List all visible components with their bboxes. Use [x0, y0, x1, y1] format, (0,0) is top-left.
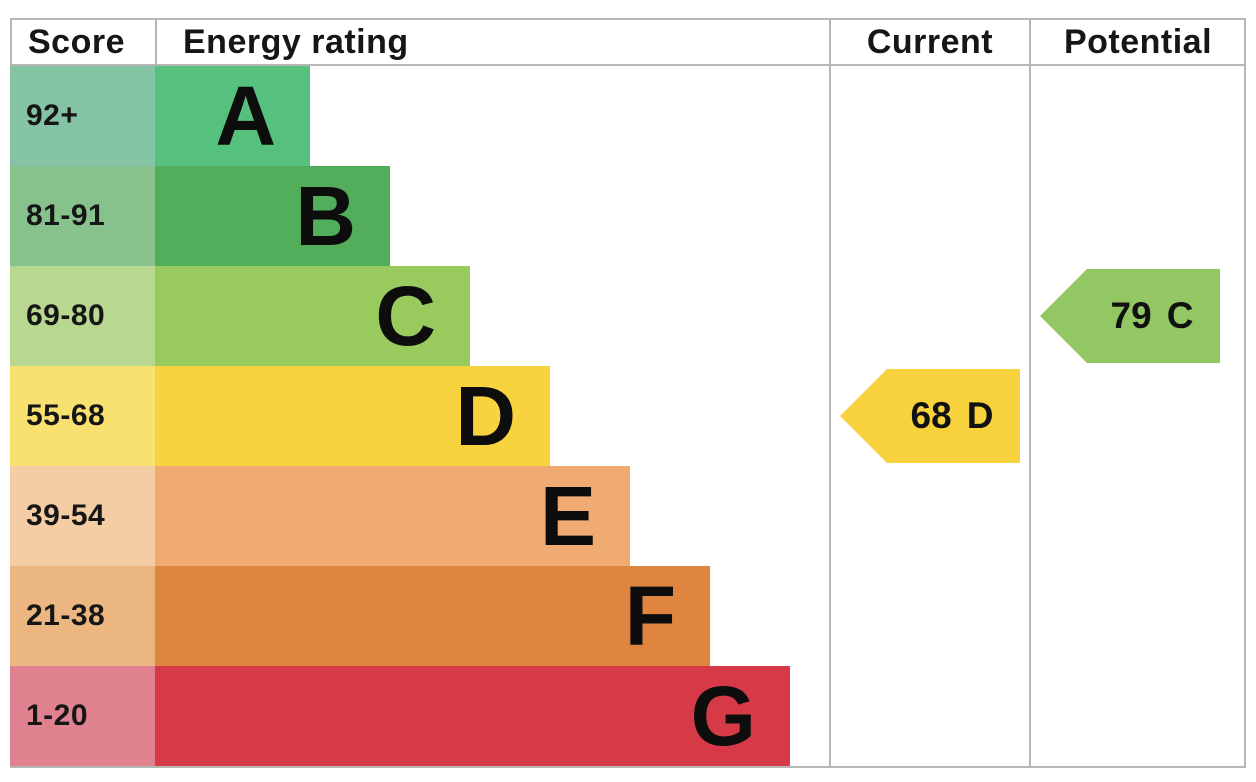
score-range-d: 55-68 [10, 366, 155, 466]
band-row-c: 69-80 C [10, 266, 1246, 366]
score-range-e: 39-54 [10, 466, 155, 566]
band-row-g: 1-20 G [10, 666, 1246, 766]
potential-rating-value: 79 [1110, 295, 1152, 336]
potential-column-divider [1029, 18, 1031, 768]
band-letter-a: A [215, 69, 276, 163]
band-row-a: 92+ A [10, 66, 1246, 166]
band-bar-b: B [155, 166, 390, 266]
band-bar-g: G [155, 666, 790, 766]
header-potential: Potential [1063, 22, 1213, 61]
score-range-a: 92+ [10, 66, 155, 166]
band-letter-e: E [539, 469, 596, 563]
band-letter-c: C [375, 269, 436, 363]
current-column-divider [829, 18, 831, 768]
band-letter-d: D [455, 369, 516, 463]
score-range-f: 21-38 [10, 566, 155, 666]
header-current: Current [866, 22, 994, 61]
header-bottom-border [10, 64, 1246, 66]
band-row-e: 39-54 E [10, 466, 1246, 566]
current-rating-band: D [966, 395, 994, 436]
table-bottom-border [10, 766, 1246, 768]
band-letter-g: G [690, 669, 756, 763]
epc-table: Score Energy rating Current Potential 92… [10, 18, 1246, 768]
header-energy-rating: Energy rating [183, 22, 409, 61]
band-bar-e: E [155, 466, 630, 566]
score-range-g: 1-20 [10, 666, 155, 766]
table-top-border [10, 18, 1246, 20]
band-letter-b: B [295, 169, 356, 263]
potential-rating-band: C [1166, 295, 1194, 336]
band-row-b: 81-91 B [10, 166, 1246, 266]
band-bar-c: C [155, 266, 470, 366]
header-left-border [10, 18, 12, 66]
header-score: Score [28, 22, 125, 61]
band-row-d: 55-68 D [10, 366, 1246, 466]
table-right-border [1244, 18, 1246, 768]
band-bar-d: D [155, 366, 550, 466]
score-column-divider [155, 18, 157, 66]
score-range-c: 69-80 [10, 266, 155, 366]
band-row-f: 21-38 F [10, 566, 1246, 666]
score-range-b: 81-91 [10, 166, 155, 266]
band-rows: 92+ A 81-91 B 69-80 C 55-68 [10, 66, 1246, 766]
band-letter-f: F [624, 569, 676, 663]
band-bar-a: A [155, 66, 310, 166]
current-rating-value: 68 [910, 395, 952, 436]
band-bar-f: F [155, 566, 710, 666]
